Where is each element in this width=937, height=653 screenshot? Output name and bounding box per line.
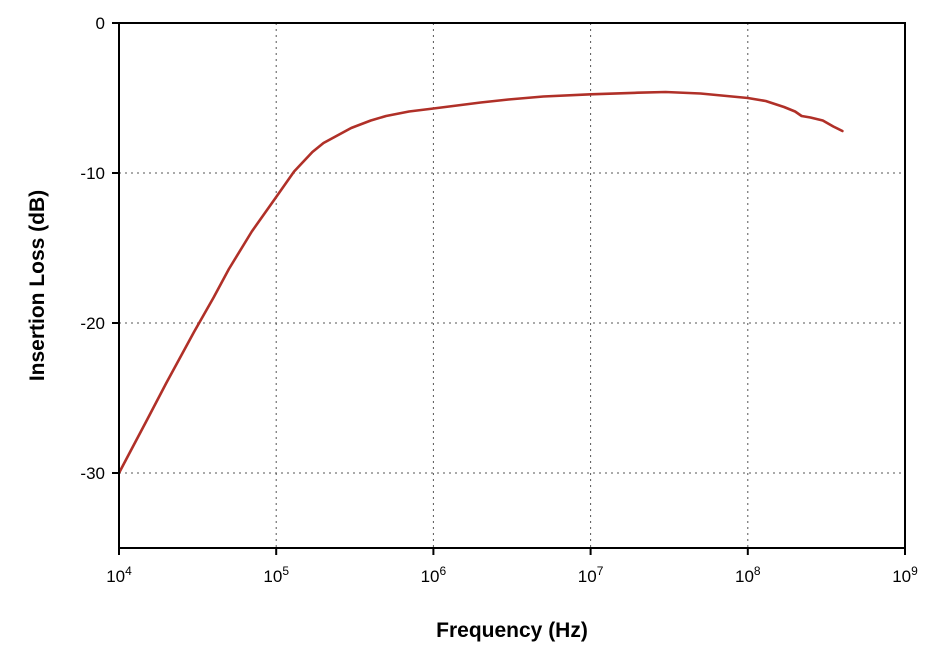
x-axis-title: Frequency (Hz): [436, 619, 588, 642]
y-axis-title: Insertion Loss (dB): [26, 190, 49, 381]
y-tick-label: -20: [80, 314, 105, 333]
x-tick-label: 107: [578, 564, 604, 586]
x-tick-label: 105: [263, 564, 289, 586]
x-tick-label: 106: [421, 564, 447, 586]
y-tick-label: -30: [80, 464, 105, 483]
x-tick-label: 104: [106, 564, 132, 586]
y-tick-label: -10: [80, 164, 105, 183]
tick-layer: 104 105 106 107 108 109 0 -10 -20 -30: [80, 14, 918, 586]
x-tick-label: 108: [735, 564, 761, 586]
plot-frame: [118, 22, 906, 549]
series-line-insertion-loss: [117, 90, 844, 475]
x-tick-label: 109: [892, 564, 918, 586]
grid-layer: [119, 23, 905, 548]
y-tick-label: 0: [96, 14, 105, 33]
